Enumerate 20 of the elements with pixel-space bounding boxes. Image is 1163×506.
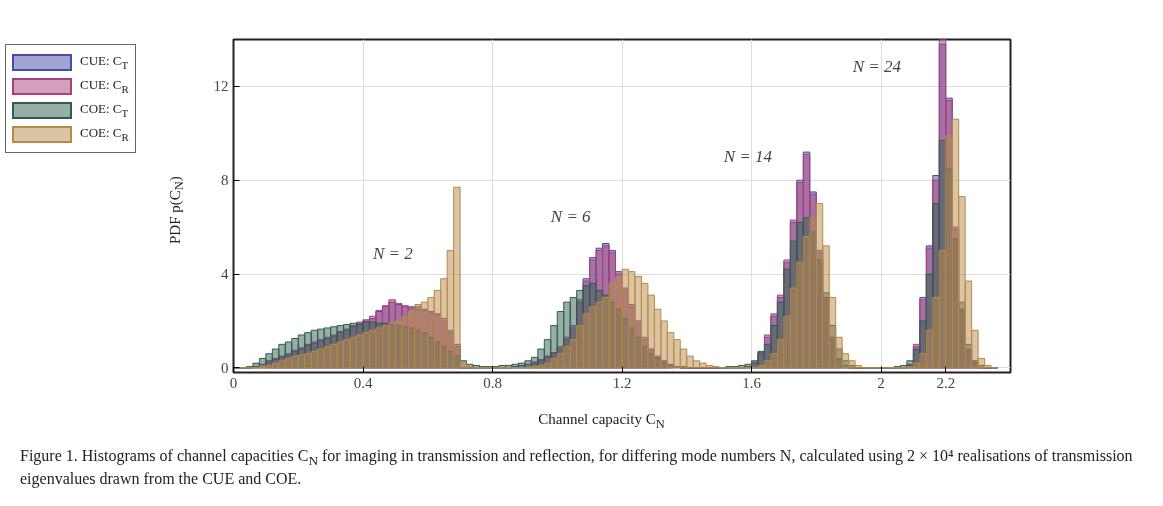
y-tick-label: 0 [221,359,229,376]
legend-label: COE: C$_{R}$ [80,124,129,145]
legend-label: CUE: C$_{T}$ [80,52,129,73]
legend-label: COE: C$_{T}$ [80,100,129,121]
annotation: N = 14 [722,147,773,167]
legend-label: CUE: C$_{R}$ [80,76,129,97]
x-tick-label: 2 [877,374,885,391]
x-tick-label: 0.8 [483,374,502,391]
annotation: N = 6 [549,206,592,226]
x-tick-label: 1.2 [612,374,632,391]
annotation: N = 24 [851,57,902,77]
x-tick-label: 2.2 [936,374,956,391]
annotation: N = 2 [371,243,414,263]
y-tick-label: 12 [213,78,229,95]
x-axis-title: Channel capacity C$_{N}$ [538,410,665,433]
y-tick-label: 4 [221,266,229,283]
y-tick-label: 8 [221,172,229,189]
x-tick-label: 1.6 [742,374,762,391]
text: Figure 1. Histograms of channel capacities C$_{N}$ for imaging in transmission and reflection, for differing mode numbers N, calculated using 2 × 10⁴ realisations of transmission eigenvalues drawn from the CUE and COE. [20,447,1133,488]
x-tick-label: 0.4 [353,374,373,391]
